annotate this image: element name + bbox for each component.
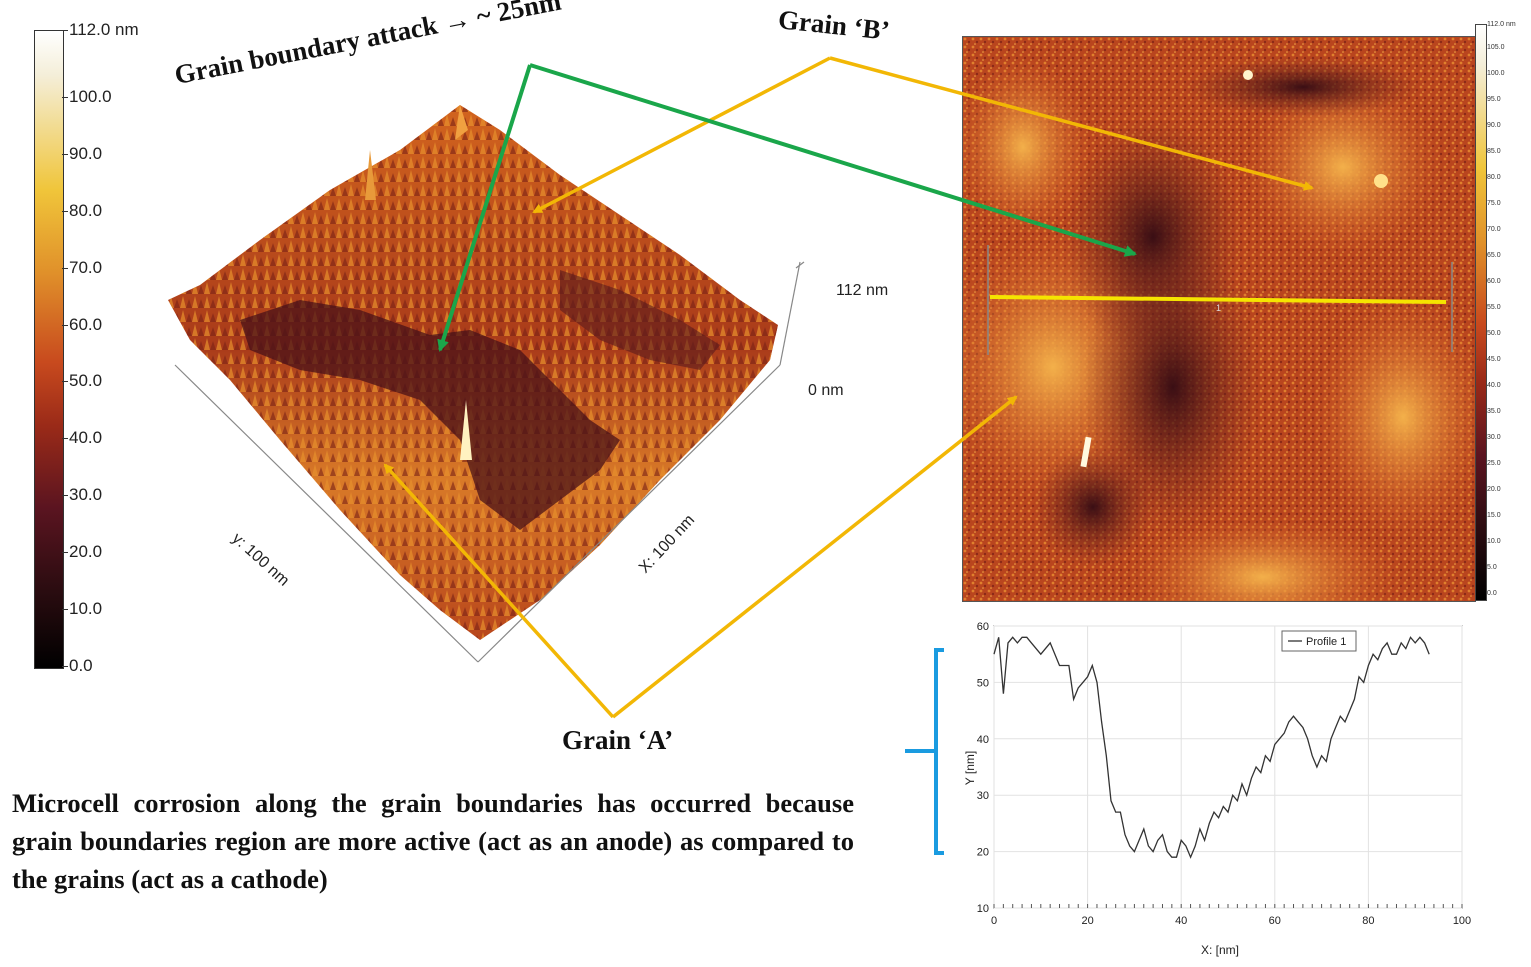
map-scale-tick: 50.0 [1487,330,1501,337]
map-scale-tick: 70.0 [1487,226,1501,233]
scale-tick: 60.0 [62,315,102,335]
y-tick-label: 50 [977,677,989,689]
y-tick-label: 20 [977,847,989,859]
height-scale-bar [34,30,64,669]
profile-chart: 10 20 30 40 50 60 0 20 40 60 80 100 Profile 1 X: [… [963,621,1471,957]
map-scale-tick: 20.0 [1487,486,1501,493]
map-scale-tick: 105.0 [1487,44,1505,51]
map-scale-tick: 65.0 [1487,252,1501,259]
profile-line-marker: 1 [1216,303,1222,313]
map-scale-tick: 100.0 [1487,70,1505,77]
map-scale-tick: 25.0 [1487,460,1501,467]
series-line-profile-1 [993,636,1430,859]
scale-tick: 90.0 [62,144,102,164]
map-scale-tick: 85.0 [1487,148,1501,155]
x-tick-label: 20 [1081,915,1093,927]
scale-tick: 70.0 [62,258,102,278]
map-scale-tick: 35.0 [1487,408,1501,415]
x-ticks: 0 20 40 60 80 100 [991,904,1471,927]
map-scale-tick: 40.0 [1487,382,1501,389]
x-tick-label: 80 [1362,915,1374,927]
map-scale-bar [1475,24,1487,601]
grain-a-label: Grain ‘A’ [562,725,674,755]
scale-tick: 80.0 [62,201,102,221]
scale-tick: 50.0 [62,371,102,391]
scale-tick: 30.0 [62,485,102,505]
legend: Profile 1 [1281,630,1357,652]
x-tick-label: 0 [991,915,997,927]
map-scale-tick: 0.0 [1487,590,1497,597]
map-scale-tick: 75.0 [1487,200,1501,207]
map-scale-tick: 60.0 [1487,278,1501,285]
scale-tick: 10.0 [62,599,102,619]
map-scale-tick: 15.0 [1487,512,1501,519]
legend-label: Profile 1 [1306,636,1346,648]
scale-tick: 100.0 [62,87,112,107]
map-scale-tick: 30.0 [1487,434,1501,441]
y-tick-label: 10 [977,903,989,915]
z-min-label: 0 nm [808,382,844,399]
map-scale-tick: 80.0 [1487,174,1501,181]
scale-tick: 20.0 [62,542,102,562]
x-axis-title: X: [nm] [1201,943,1239,957]
y-tick-label: 30 [977,790,989,802]
y-tick-label: 60 [977,621,989,633]
figure-caption: Microcell corrosion along the grain boun… [12,788,854,894]
afm-2d-map [962,36,1476,602]
x-tick-label: 60 [1269,915,1281,927]
scale-tick: 0.0 [62,656,93,676]
scale-top-label: 112.0 nm [62,20,139,40]
y-ticks: 10 20 30 40 50 60 [977,621,989,915]
z-max-label: 112 nm [836,282,889,299]
map-scale-tick: 55.0 [1487,304,1501,311]
map-scale-tick: 90.0 [1487,122,1501,129]
y-axis-title: Y [nm] [963,751,977,785]
x-tick-label: 100 [1453,915,1471,927]
map-scale-tick: 45.0 [1487,356,1501,363]
y-tick-label: 40 [977,734,989,746]
map-scale-tick: 10.0 [1487,538,1501,545]
scale-tick: 40.0 [62,428,102,448]
afm-2d-map-image [963,37,1475,601]
map-scale-tick: 5.0 [1487,564,1497,571]
map-scale-tick: 95.0 [1487,96,1501,103]
plot-area [993,625,1463,909]
x-tick-label: 40 [1175,915,1187,927]
map-scale-tick: 112.0 nm [1487,21,1516,28]
